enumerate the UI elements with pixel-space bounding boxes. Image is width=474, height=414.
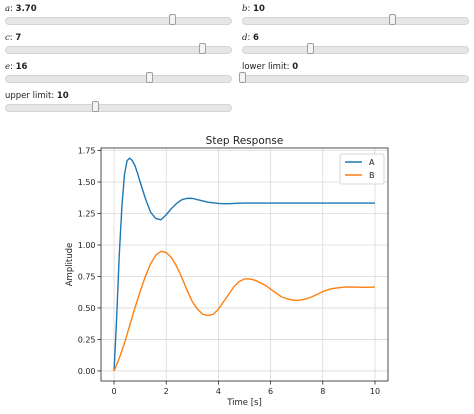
slider-e-separator: : <box>10 62 16 72</box>
y-tick-label: 1.00 <box>78 241 96 250</box>
slider-c-name: c <box>5 33 10 43</box>
slider-upper-label: upper limit: 10 <box>5 91 69 101</box>
y-tick-label: 0.75 <box>78 272 96 281</box>
legend-label-a: A <box>369 158 375 167</box>
slider-b: b: 10 <box>242 4 469 30</box>
slider-lower-label: lower limit: 0 <box>242 62 298 72</box>
slider-d-separator: : <box>247 33 254 43</box>
slider-d-label: d: 6 <box>242 33 259 43</box>
x-axis-label: Time [s] <box>226 398 262 408</box>
y-tick-label: 1.75 <box>78 147 96 156</box>
slider-c: c: 7 <box>5 33 232 59</box>
step-response-chart: 0 2 4 6 8 100.000.250.500.751.001.251.501.75 … <box>65 135 389 408</box>
y-tick-label: 0.25 <box>78 335 96 344</box>
legend-label-b: B <box>369 171 375 180</box>
x-tick-label: 2 <box>164 387 169 396</box>
slider-d-value: 6 <box>253 33 259 43</box>
slider-c-label: c: 7 <box>5 33 21 43</box>
slider-d: d: 6 <box>242 33 469 59</box>
slider-c-separator: : <box>9 33 16 43</box>
series-a-line <box>113 157 375 371</box>
slider-c-handle[interactable] <box>198 43 206 54</box>
slider-c-value: 7 <box>15 33 22 43</box>
series-lines <box>113 157 375 372</box>
y-axis-label: Amplitude <box>65 243 75 287</box>
slider-lower: lower limit: 0 <box>239 62 469 88</box>
chart-title: Step Response <box>206 135 284 147</box>
slider-e: e: 16 <box>5 62 232 88</box>
x-tick-label: 8 <box>320 387 325 396</box>
slider-a: a: 3.70 <box>5 4 232 30</box>
slider-b-name: b <box>242 4 248 14</box>
slider-lower-name: lower limit <box>242 62 287 72</box>
slider-upper-name: upper limit <box>5 91 52 101</box>
slider-e-track[interactable] <box>5 72 232 83</box>
y-tick-label: 0.00 <box>78 367 96 376</box>
slider-e-label: e: 16 <box>5 62 27 72</box>
slider-a-track[interactable] <box>5 14 232 25</box>
x-tick-label: 10 <box>370 387 380 396</box>
y-tick-label: 1.25 <box>78 209 96 218</box>
x-tick-label: 4 <box>216 387 221 396</box>
slider-b-track[interactable] <box>242 14 469 25</box>
slider-e-handle[interactable] <box>146 72 153 83</box>
slider-a-separator: : <box>10 4 16 14</box>
grid <box>101 148 388 381</box>
slider-d-track[interactable] <box>242 43 469 54</box>
slider-b-value: 10 <box>253 4 265 14</box>
slider-upper-value: 10 <box>56 91 69 101</box>
y-tick-label: 0.50 <box>78 304 96 313</box>
series-b-line <box>113 250 375 372</box>
slider-a-label: a: 3.70 <box>5 4 37 14</box>
x-tick-label: 0 <box>111 387 116 396</box>
slider-c-track[interactable] <box>5 43 232 54</box>
slider-upper-handle[interactable] <box>92 101 99 112</box>
slider-b-handle[interactable] <box>389 14 396 25</box>
slider-b-label: b: 10 <box>242 4 265 14</box>
y-tick-label: 1.50 <box>78 178 96 187</box>
slider-d-handle[interactable] <box>306 43 314 54</box>
slider-e-name: e <box>5 62 11 72</box>
legend-box <box>339 153 385 185</box>
slider-a-value: 3.70 <box>15 4 37 14</box>
slider-upper: upper limit: 10 <box>5 91 232 117</box>
slider-a-handle[interactable] <box>168 14 176 25</box>
slider-upper-track[interactable] <box>5 101 232 112</box>
slider-a-name: a <box>5 4 11 14</box>
slider-lower-track[interactable] <box>239 72 469 83</box>
slider-upper-separator: : <box>51 91 57 101</box>
x-tick-label: 6 <box>268 387 273 396</box>
legend: AB <box>339 153 385 185</box>
slider-lower-handle[interactable] <box>239 72 246 83</box>
slider-b-separator: : <box>247 4 254 14</box>
slider-d-name: d <box>242 33 248 43</box>
slider-lower-separator: : <box>286 62 293 72</box>
slider-e-value: 16 <box>15 62 28 72</box>
plot-frame <box>100 147 389 382</box>
plot-area <box>101 148 388 381</box>
axis-ticks: 0 2 4 6 8 10 0.00 0.25 0.50 0.75 1.00 1.25 1.50 1.75 <box>78 147 380 396</box>
slider-lower-value: 0 <box>292 62 299 72</box>
